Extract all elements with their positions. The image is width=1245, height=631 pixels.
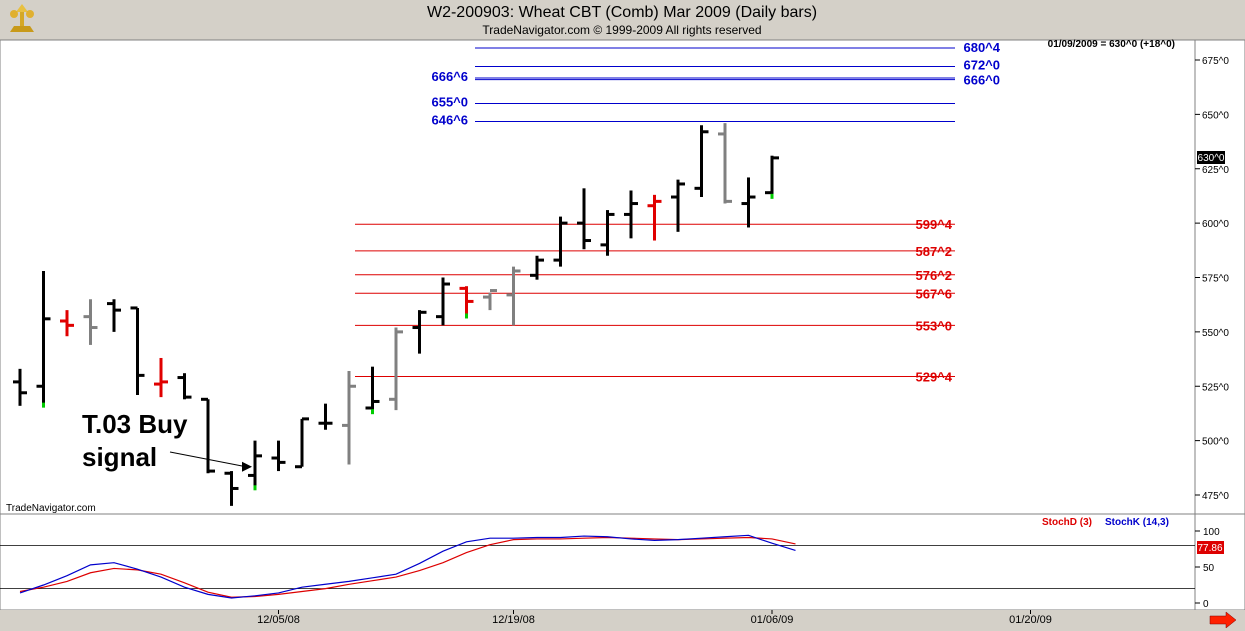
level-label: 655^0 xyxy=(431,95,468,110)
header-band xyxy=(0,0,1245,40)
date-tick-label: 12/19/08 xyxy=(492,614,535,626)
price-bar xyxy=(741,177,756,228)
level-label: 666^0 xyxy=(963,73,1000,88)
price-tick-label: 575^0 xyxy=(1202,274,1229,285)
stoch-tick-label: 0 xyxy=(1203,599,1209,610)
date-tick-label: 12/05/08 xyxy=(257,614,300,626)
signal-dot xyxy=(371,409,374,415)
last-price-tag xyxy=(1197,151,1225,164)
price-bar xyxy=(271,440,286,472)
date-axis xyxy=(0,610,1245,631)
price-bar xyxy=(342,371,356,465)
price-bar xyxy=(224,471,239,506)
price-bar xyxy=(530,255,544,280)
signal-dot xyxy=(770,193,774,199)
price-tick-label: 525^0 xyxy=(1202,382,1229,393)
level-label: 587^2 xyxy=(915,244,952,259)
level-label: 680^4 xyxy=(963,40,1000,55)
last-bar-info: 01/09/2009 = 630^0 (+18^0) xyxy=(1048,39,1175,50)
price-bar xyxy=(577,188,591,250)
price-bar xyxy=(459,286,474,319)
level-label: 599^4 xyxy=(915,217,952,232)
price-bar xyxy=(365,366,380,415)
price-tick-label: 600^0 xyxy=(1202,219,1229,230)
price-tick-label: 475^0 xyxy=(1202,491,1229,502)
date-tick-label: 01/20/09 xyxy=(1009,614,1052,626)
price-bar xyxy=(201,397,215,474)
copyright-text: TradeNavigator.com © 1999-2009 All right… xyxy=(482,23,761,37)
price-bar xyxy=(694,125,709,198)
price-bar xyxy=(483,289,497,311)
price-axis-ticks: 475^0 500^0 525^0 550^0 575^0 600^0 625^0 650^0… xyxy=(1195,56,1229,502)
buy-signal-arrow xyxy=(169,451,247,468)
chart-title: W2-200903: Wheat CBT (Comb) Mar 2009 (Da… xyxy=(427,4,817,21)
price-tick-label: 550^0 xyxy=(1202,328,1229,339)
stoch-value-tag xyxy=(1197,541,1224,554)
date-axis-ticks: 12/05/08 12/19/08 01/06/09 01/20/09 xyxy=(257,610,1052,626)
price-bar xyxy=(647,194,662,241)
price-bar xyxy=(412,310,427,354)
price-bar xyxy=(36,270,51,408)
level-label: 666^6 xyxy=(431,69,468,84)
legend-stoch-d: StochD (3) xyxy=(1042,517,1092,528)
stoch-series-line xyxy=(19,534,796,599)
price-tick-label: 625^0 xyxy=(1202,165,1229,176)
price-tick-label: 675^0 xyxy=(1202,56,1229,67)
level-label: 576^2 xyxy=(915,268,952,283)
price-bar xyxy=(624,190,638,239)
level-label: 529^4 xyxy=(915,369,952,384)
buy-signal-note-line1: T.03 Buy xyxy=(82,409,188,439)
signal-dot xyxy=(253,485,257,491)
price-bar xyxy=(765,155,779,199)
date-tick-label: 01/06/09 xyxy=(751,614,794,626)
price-bar xyxy=(107,299,121,332)
price-bar xyxy=(600,210,615,256)
price-bar xyxy=(553,216,568,267)
stoch-axis[interactable] xyxy=(1194,513,1245,611)
stoch-axis-ticks: 0 50 100 xyxy=(1195,527,1220,610)
legend-stoch-k: StochK (14,3) xyxy=(1105,517,1169,528)
last-price-label: 630^0 xyxy=(1198,153,1225,164)
price-tick-label: 500^0 xyxy=(1202,437,1229,448)
price-bar xyxy=(177,373,192,400)
price-bar xyxy=(248,440,262,491)
price-bar xyxy=(718,123,732,204)
stochastic-lines xyxy=(0,534,1195,599)
price-bar xyxy=(130,306,145,395)
price-bar xyxy=(436,277,450,326)
price-bar xyxy=(506,266,521,326)
logo-icon xyxy=(10,4,34,32)
price-bar xyxy=(83,299,98,345)
signal-dot xyxy=(465,313,468,319)
stoch-pane[interactable] xyxy=(0,513,1196,611)
level-label: 553^0 xyxy=(915,318,952,333)
buy-signal-arrowhead xyxy=(242,461,252,472)
level-lines: 680^4 672^0 666^6 666^0 655^0 646^6 599^4 587^2… xyxy=(355,40,1001,384)
price-bar xyxy=(318,403,333,430)
stoch-tick-label: 100 xyxy=(1203,527,1220,538)
stoch-tick-label: 50 xyxy=(1203,563,1215,574)
level-label: 646^6 xyxy=(431,112,468,127)
price-bar xyxy=(295,417,309,469)
price-bars xyxy=(13,123,779,506)
price-tick-label: 650^0 xyxy=(1202,110,1229,121)
stoch-series-line xyxy=(19,536,796,598)
level-label: 672^0 xyxy=(963,58,1000,73)
stoch-value-label: 77.86 xyxy=(1197,543,1222,554)
price-bar xyxy=(60,310,74,337)
buy-signal-note-line2: signal xyxy=(82,442,157,472)
price-bar xyxy=(13,368,27,406)
price-bar xyxy=(671,179,685,232)
signal-dot xyxy=(42,402,45,408)
price-pane[interactable] xyxy=(0,39,1196,515)
watermark: TradeNavigator.com xyxy=(6,503,96,514)
level-label: 567^6 xyxy=(915,286,952,301)
scroll-right-button[interactable] xyxy=(1209,611,1237,629)
price-bar xyxy=(154,357,168,398)
price-bar xyxy=(389,327,403,411)
